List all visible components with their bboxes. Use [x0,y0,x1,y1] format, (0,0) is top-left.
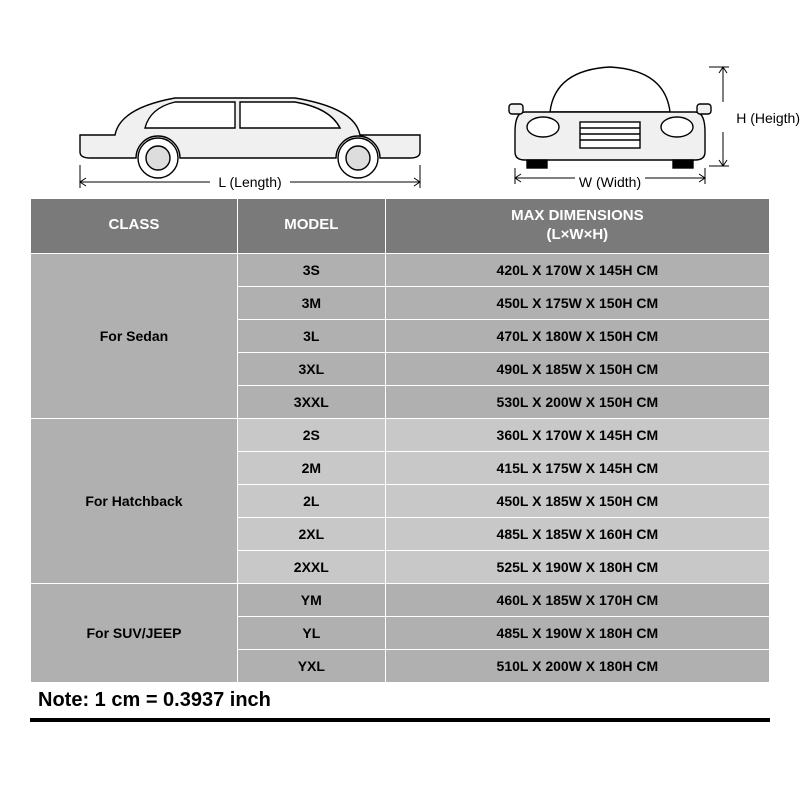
dimension-cell: 415L X 175W X 145H CM [385,451,769,484]
car-side-diagram: L (Length) [40,60,460,190]
model-cell: 3XL [237,352,385,385]
model-cell: 2XXL [237,550,385,583]
dimension-cell: 450L X 185W X 150H CM [385,484,769,517]
dimension-cell: 525L X 190W X 180H CM [385,550,769,583]
note-row: Note: 1 cm = 0.3937 inch [30,683,770,722]
dimension-cell: 490L X 185W X 150H CM [385,352,769,385]
model-cell: YL [237,616,385,649]
spec-table: CLASS MODEL MAX DIMENSIONS (L×W×H) For S… [30,198,770,683]
dimension-cell: 485L X 190W X 180H CM [385,616,769,649]
model-cell: 3L [237,319,385,352]
model-cell: 3S [237,253,385,286]
dimension-cell: 420L X 170W X 145H CM [385,253,769,286]
model-cell: 3M [237,286,385,319]
dimension-cell: 460L X 185W X 170H CM [385,583,769,616]
header-class: CLASS [31,199,238,254]
height-label: H (Heigth) [736,110,800,126]
model-cell: 2S [237,418,385,451]
car-front-diagram: W (Width) H (Heigth) [460,52,760,190]
dimension-cell: 485L X 185W X 160H CM [385,517,769,550]
note-label: Note: [38,689,89,711]
dimension-cell: 470L X 180W X 150H CM [385,319,769,352]
header-dimensions: MAX DIMENSIONS (L×W×H) [385,199,769,254]
class-cell: For Hatchback [31,418,238,583]
length-label: L (Length) [218,174,281,190]
model-cell: YXL [237,649,385,682]
model-cell: YM [237,583,385,616]
diagram-row: L (Length) [30,20,770,190]
model-cell: 2XL [237,517,385,550]
dimension-cell: 510L X 200W X 180H CM [385,649,769,682]
note-text: 1 cm = 0.3937 inch [95,689,271,711]
header-model: MODEL [237,199,385,254]
model-cell: 2M [237,451,385,484]
model-cell: 3XXL [237,385,385,418]
model-cell: 2L [237,484,385,517]
dimension-cell: 530L X 200W X 150H CM [385,385,769,418]
car-front-icon [485,52,735,192]
dimension-cell: 450L X 175W X 150H CM [385,286,769,319]
width-label: W (Width) [579,174,641,190]
header-dimensions-text: MAX DIMENSIONS (L×W×H) [511,207,644,243]
class-cell: For SUV/JEEP [31,583,238,682]
car-side-icon [60,60,440,190]
class-cell: For Sedan [31,253,238,418]
dimension-cell: 360L X 170W X 145H CM [385,418,769,451]
